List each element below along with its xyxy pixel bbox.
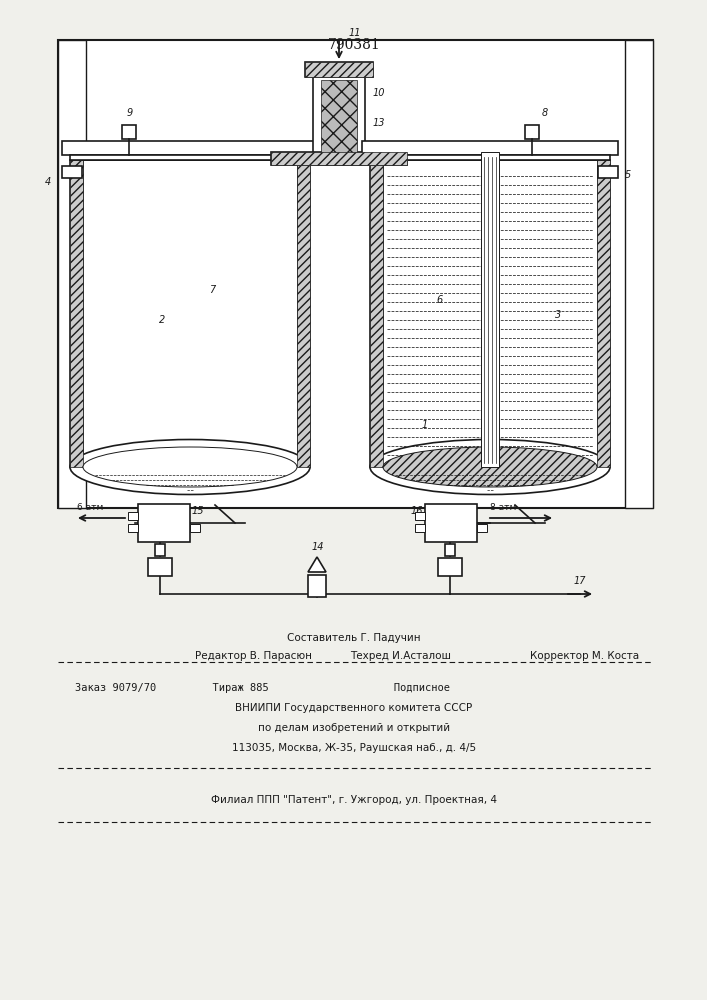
Text: 6 атм: 6 атм — [77, 503, 103, 512]
Text: Редактор В. Парасюн: Редактор В. Парасюн — [195, 651, 312, 661]
Text: 5: 5 — [625, 170, 631, 180]
Bar — [271, 152, 407, 165]
Text: 16: 16 — [411, 506, 423, 516]
Text: 13: 13 — [373, 118, 385, 128]
Bar — [128, 512, 138, 520]
Text: 1: 1 — [422, 420, 428, 430]
Bar — [370, 160, 383, 467]
Ellipse shape — [70, 440, 310, 494]
Bar — [481, 152, 499, 467]
Bar — [190, 524, 200, 532]
Text: 15: 15 — [192, 506, 204, 516]
Bar — [425, 504, 477, 542]
Bar — [310, 142, 313, 155]
Bar — [58, 40, 86, 508]
Bar — [305, 62, 373, 77]
Text: Техред И.Асталош: Техред И.Асталош — [350, 651, 451, 661]
Text: 4: 4 — [45, 177, 51, 187]
Ellipse shape — [370, 440, 610, 494]
Bar — [70, 155, 310, 160]
Text: 7: 7 — [209, 285, 215, 295]
Text: по делам изобретений и открытий: по делам изобретений и открытий — [258, 723, 450, 733]
Bar — [365, 142, 370, 155]
Bar — [321, 80, 357, 160]
Bar — [362, 141, 618, 155]
Text: 6: 6 — [437, 295, 443, 305]
Bar — [438, 558, 462, 576]
Bar — [70, 160, 83, 467]
Bar — [415, 512, 425, 520]
Bar — [62, 141, 318, 155]
Text: ВНИИПИ Государственного комитета СССР: ВНИИПИ Государственного комитета СССР — [235, 703, 472, 713]
Bar — [297, 160, 310, 467]
Bar — [70, 160, 310, 467]
Bar — [598, 166, 618, 178]
Text: Составитель Г. Падучин: Составитель Г. Падучин — [287, 633, 421, 643]
Text: Заказ 9079/70         Тираж 885                    Подписное: Заказ 9079/70 Тираж 885 Подписное — [75, 683, 450, 693]
Bar — [625, 40, 653, 508]
Bar — [597, 160, 610, 467]
Ellipse shape — [83, 447, 297, 487]
Bar — [155, 544, 165, 556]
Bar — [477, 524, 487, 532]
Bar — [305, 62, 373, 77]
Text: 113035, Москва, Ж-35, Раушская наб., д. 4/5: 113035, Москва, Ж-35, Раушская наб., д. … — [232, 743, 476, 753]
Bar — [370, 155, 610, 160]
Text: 8: 8 — [542, 108, 548, 118]
Text: 790381: 790381 — [327, 38, 380, 52]
Text: Корректор М. Коста: Корректор М. Коста — [530, 651, 639, 661]
Bar — [58, 40, 653, 508]
Text: 12: 12 — [373, 142, 385, 152]
Polygon shape — [308, 557, 326, 572]
Bar — [313, 77, 365, 165]
Text: 10: 10 — [373, 88, 385, 98]
Bar — [138, 504, 190, 542]
Text: 11: 11 — [349, 28, 361, 38]
Text: Филиал ППП "Патент", г. Ужгород, ул. Проектная, 4: Филиал ППП "Патент", г. Ужгород, ул. Про… — [211, 795, 497, 805]
Text: 3: 3 — [555, 310, 561, 320]
Bar — [525, 125, 539, 139]
Text: 17: 17 — [574, 576, 586, 586]
Bar — [308, 575, 326, 597]
Ellipse shape — [383, 447, 597, 487]
Text: 14: 14 — [312, 542, 325, 552]
Bar — [122, 125, 136, 139]
Text: 2: 2 — [159, 315, 165, 325]
Bar — [128, 524, 138, 532]
Bar — [370, 160, 610, 467]
Bar — [415, 524, 425, 532]
Text: 8 атм: 8 атм — [490, 503, 516, 512]
Bar — [148, 558, 172, 576]
Text: 9: 9 — [127, 108, 133, 118]
Bar — [271, 152, 407, 165]
Bar — [445, 544, 455, 556]
Bar — [83, 160, 297, 467]
Bar — [383, 160, 597, 467]
Bar — [62, 166, 82, 178]
